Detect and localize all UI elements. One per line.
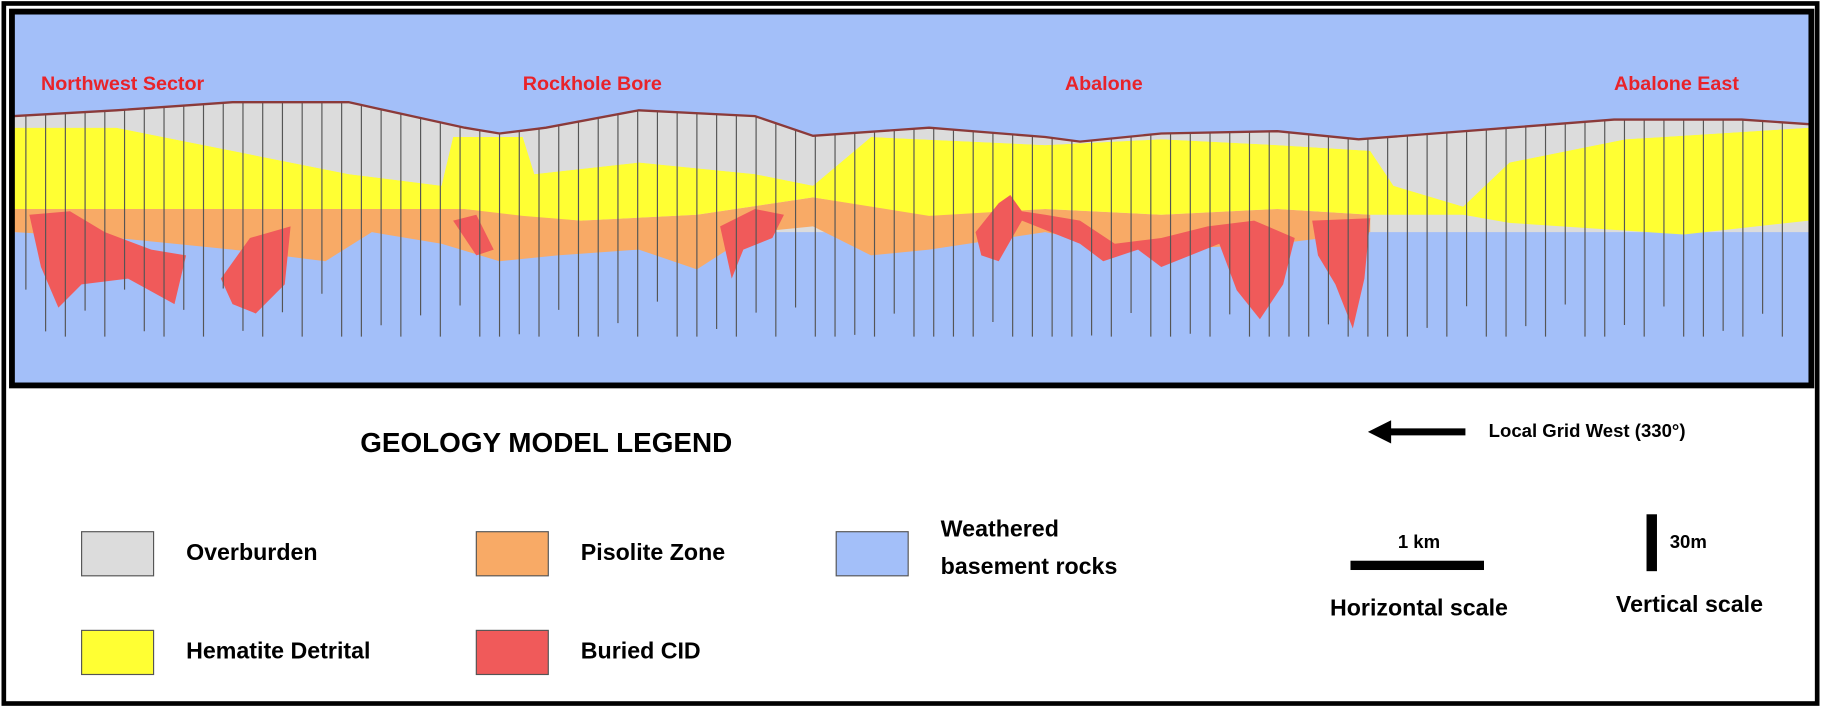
body: Northwest Sector Rockhole Bore Abalone A…	[0, 0, 1821, 707]
legend-swatch	[836, 532, 908, 576]
section-label: Rockhole Bore	[523, 73, 662, 95]
legend-label: Buried CID	[581, 638, 701, 664]
legend-label: basement rocks	[941, 553, 1118, 579]
horizontal-scale-bar	[1350, 561, 1484, 570]
scale-length: 1 km	[1398, 531, 1440, 552]
legend-label: Pisolite Zone	[581, 539, 725, 565]
cross-section	[14, 14, 1809, 383]
section-label: Abalone	[1065, 73, 1143, 95]
section-label: Northwest Sector	[41, 73, 205, 95]
direction-label: Local Grid West (330°)	[1489, 420, 1686, 441]
figure: Northwest Sector Rockhole Bore Abalone A…	[0, 0, 1821, 707]
scale-label: Vertical scale	[1616, 591, 1763, 617]
page: Geology Model Cross-Section {"sections":…	[0, 0, 1821, 707]
scale-length: 30m	[1670, 531, 1707, 552]
section-label: Abalone East	[1614, 73, 1739, 95]
legend-label: Hematite Detrital	[186, 638, 370, 664]
legend-swatch	[476, 532, 548, 576]
scale-label: Horizontal scale	[1330, 595, 1508, 621]
legend-swatch	[82, 532, 154, 576]
vertical-scale-bar	[1647, 514, 1657, 571]
legend-swatch	[82, 630, 154, 674]
legend-label: Overburden	[186, 539, 318, 565]
legend-title: GEOLOGY MODEL LEGEND	[360, 427, 732, 458]
legend-label: Weathered	[941, 516, 1059, 542]
legend-swatch	[476, 630, 548, 674]
